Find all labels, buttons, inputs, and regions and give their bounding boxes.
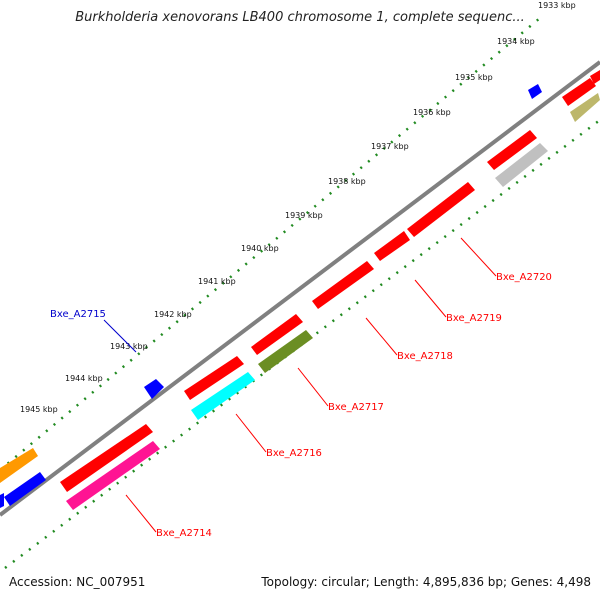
tick-labels: 1933 kbp 1934 kbp 1935 kbp 1936 kbp 1937… xyxy=(20,1,576,414)
tick-label: 1933 kbp xyxy=(538,1,576,10)
genes-reverse xyxy=(66,93,600,510)
gene-arrow[interactable] xyxy=(407,182,475,237)
gene-arrow[interactable] xyxy=(184,356,244,400)
gene-arrow[interactable] xyxy=(570,93,600,122)
gene-arrow[interactable] xyxy=(562,78,596,106)
gene-arrow[interactable] xyxy=(374,231,410,261)
chromosome-backbone xyxy=(0,60,600,517)
genes-forward xyxy=(0,70,600,508)
gene-arrow[interactable] xyxy=(4,472,46,506)
tick-label: 1940 kbp xyxy=(241,244,279,253)
tick-label: 1941 kbp xyxy=(198,277,236,286)
tick-label: 1943 kbp xyxy=(110,342,148,351)
callout-lines xyxy=(103,237,497,533)
tick-label: 1935 kbp xyxy=(455,73,493,82)
gene-arrow[interactable] xyxy=(495,143,548,187)
gene-label-bxe-a2716[interactable]: Bxe_A2716 xyxy=(266,448,322,459)
gene-labels: Bxe_A2715 Bxe_A2720 Bxe_A2719 Bxe_A2718 … xyxy=(50,272,552,539)
tick-label: 1936 kbp xyxy=(413,108,451,117)
gene-label-bxe-a2714[interactable]: Bxe_A2714 xyxy=(156,528,212,539)
tick-label: 1945 kbp xyxy=(20,405,58,414)
accession-text: Accession: NC_007951 xyxy=(9,575,146,589)
topology-info-text: Topology: circular; Length: 4,895,836 bp… xyxy=(261,575,591,589)
inner-scale-line xyxy=(4,119,600,569)
tick-label: 1937 kbp xyxy=(371,142,409,151)
tick-label: 1944 kbp xyxy=(65,374,103,383)
gene-arrow[interactable] xyxy=(258,330,313,373)
gene-arrow[interactable] xyxy=(528,84,542,99)
gene-arrow[interactable] xyxy=(487,130,537,170)
gene-label-bxe-a2717[interactable]: Bxe_A2717 xyxy=(328,402,384,413)
gene-arrow[interactable] xyxy=(60,424,153,492)
gene-arrow[interactable] xyxy=(251,314,303,355)
tick-label: 1939 kbp xyxy=(285,211,323,220)
gene-label-bxe-a2720[interactable]: Bxe_A2720 xyxy=(496,272,552,283)
tick-label: 1938 kbp xyxy=(328,177,366,186)
gene-arrow[interactable] xyxy=(312,261,374,309)
gene-arrow[interactable] xyxy=(0,448,38,483)
gene-label-bxe-a2718[interactable]: Bxe_A2718 xyxy=(397,351,453,362)
map-title: Burkholderia xenovorans LB400 chromosome… xyxy=(75,10,525,25)
tick-label: 1942 kbp xyxy=(154,310,192,319)
gene-label-bxe-a2719[interactable]: Bxe_A2719 xyxy=(446,313,502,324)
gene-arrow[interactable] xyxy=(144,379,164,399)
gene-arrow[interactable] xyxy=(66,441,160,510)
gene-label-bxe-a2715[interactable]: Bxe_A2715 xyxy=(50,309,106,320)
gene-arrow[interactable] xyxy=(590,70,600,84)
tick-label: 1934 kbp xyxy=(497,37,535,46)
gene-arrow[interactable] xyxy=(191,372,255,420)
gene-arrow[interactable] xyxy=(0,493,4,508)
